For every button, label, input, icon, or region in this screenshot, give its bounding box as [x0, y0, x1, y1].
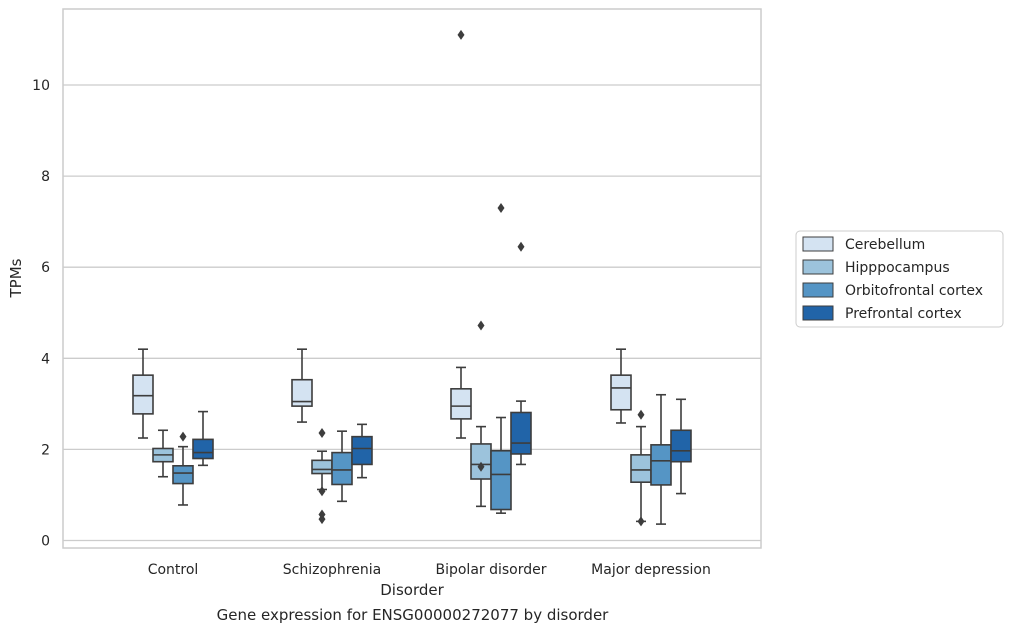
- outlier-point: [497, 202, 505, 213]
- y-tick-label: 2: [41, 442, 50, 458]
- legend-swatch: [802, 259, 834, 275]
- box-group: [510, 241, 532, 466]
- box-group: [610, 348, 632, 424]
- box-group: [291, 348, 313, 423]
- box-group: [172, 431, 194, 506]
- gridlines: [63, 84, 761, 542]
- x-tick-label: Control: [148, 562, 199, 578]
- outlier-point: [457, 29, 465, 40]
- legend-label: Prefrontal cortex: [845, 306, 962, 322]
- box-group: [490, 202, 512, 514]
- y-tick-label: 8: [41, 169, 50, 185]
- box-group: [192, 410, 214, 467]
- outlier-point: [517, 241, 525, 252]
- box: [510, 411, 532, 455]
- legend-swatch: [802, 236, 834, 252]
- box-group: [470, 320, 492, 508]
- box-group: [331, 430, 353, 503]
- outlier-point: [637, 409, 645, 420]
- box: [311, 459, 333, 475]
- box-group: [670, 398, 692, 495]
- y-tick-labels: 0 2 4 6 8 10: [32, 78, 50, 550]
- x-tick-label: Schizophrenia: [283, 562, 381, 578]
- box: [490, 449, 512, 511]
- legend-label: Orbitofrontal cortex: [845, 283, 983, 299]
- y-axis-label: TPMs: [7, 258, 25, 298]
- box: [450, 388, 472, 420]
- y-tick-label: 10: [32, 78, 50, 94]
- box-group: [650, 393, 672, 525]
- x-axis-label: Disorder: [380, 581, 444, 599]
- box: [630, 454, 652, 483]
- box: [351, 435, 373, 466]
- y-tick-label: 0: [41, 534, 50, 550]
- legend-swatch: [802, 305, 834, 321]
- box-group: [132, 348, 154, 439]
- box: [610, 374, 632, 411]
- box-group: [450, 29, 472, 439]
- legend-swatch: [802, 282, 834, 298]
- box: [291, 378, 313, 407]
- legend-frame: [795, 230, 1004, 328]
- box: [192, 438, 214, 460]
- outlier-point: [477, 320, 485, 331]
- outlier-point: [637, 516, 645, 527]
- outlier-point: [318, 428, 326, 439]
- box: [331, 451, 353, 486]
- outlier-point: [179, 431, 187, 442]
- box: [670, 429, 692, 463]
- y-tick-label: 6: [41, 260, 50, 276]
- box-group: [351, 423, 373, 479]
- outlier-point: [318, 514, 326, 525]
- x-tick-labels: Control Schizophrenia Bipolar disorder Majo…: [148, 562, 711, 578]
- box: [132, 374, 154, 415]
- legend-label: Cerebellum: [845, 237, 925, 253]
- box: [470, 443, 492, 480]
- legend: Cerebellum Hipppocampus Orbitofrontal cort…: [795, 230, 1004, 328]
- outlier-point: [318, 486, 326, 497]
- x-tick-label: Major depression: [591, 562, 711, 578]
- figure-caption: Gene expression for ENSG00000272077 by d…: [216, 606, 609, 624]
- box: [172, 464, 194, 485]
- box-group: [152, 429, 174, 478]
- box-group: [311, 428, 333, 525]
- legend-label: Hipppocampus: [845, 260, 950, 276]
- y-tick-label: 4: [41, 351, 50, 367]
- boxes: [132, 29, 692, 527]
- outlier-point: [477, 461, 485, 472]
- x-tick-label: Bipolar disorder: [435, 562, 546, 578]
- box: [650, 444, 672, 486]
